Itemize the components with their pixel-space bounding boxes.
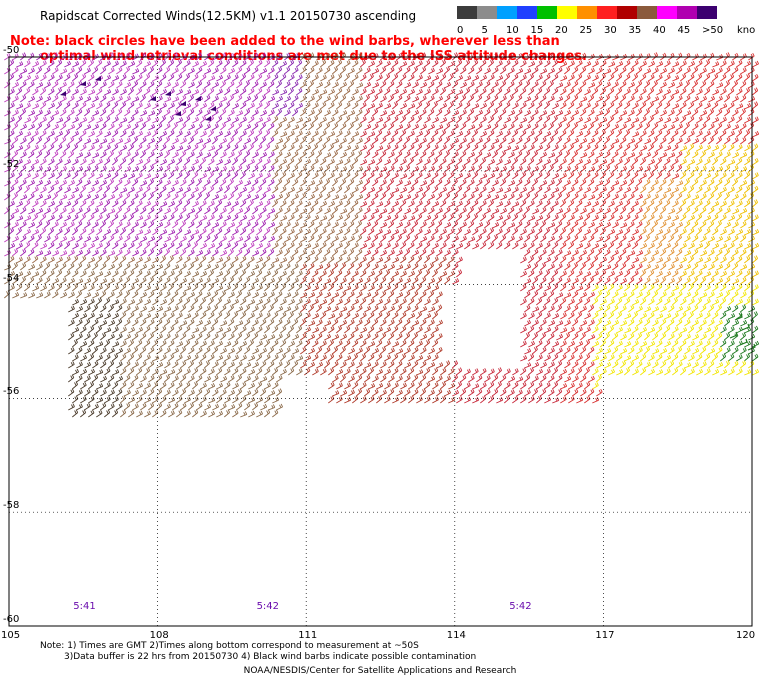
legend-color-swatch xyxy=(637,6,657,19)
legend-unit-label: knots xyxy=(737,25,755,36)
latitude-label: -50 xyxy=(3,45,20,56)
longitude-label: 120 xyxy=(736,630,756,641)
legend-color-swatch xyxy=(497,6,517,19)
longitude-label: 105 xyxy=(1,630,21,641)
orbit-time-label: 5:41 xyxy=(73,601,96,612)
map-frame xyxy=(8,56,753,627)
footer-credit: NOAA/NESDIS/Center for Satellite Applica… xyxy=(243,666,517,676)
legend-color-swatch xyxy=(517,6,537,19)
latitude-label: -56 xyxy=(3,386,20,398)
legend-color-swatch xyxy=(557,6,577,19)
wind-pennant xyxy=(180,101,186,106)
legend-tick-label: 30 xyxy=(604,25,617,36)
legend-color-swatch xyxy=(657,6,677,19)
longitude-label: 114 xyxy=(446,630,466,641)
legend-color-swatch xyxy=(577,6,597,19)
orbit-time-label: 5:42 xyxy=(509,601,532,612)
legend-color-swatch xyxy=(697,6,717,19)
footer-note-2: 3)Data buffer is 22 hrs from 20150730 4)… xyxy=(64,652,477,662)
wind-pennant xyxy=(175,111,181,116)
wind-pennant xyxy=(165,91,171,96)
wind-pennant xyxy=(95,76,101,81)
wind-barb-field xyxy=(4,52,760,418)
legend-tick-label: 45 xyxy=(678,25,691,36)
legend-color-swatch xyxy=(597,6,617,19)
wind-pennant xyxy=(150,96,156,101)
note-line-1: Note: black circles have been added to t… xyxy=(10,34,560,49)
legend-tick-label: 5 xyxy=(482,25,488,36)
longitude-label: 108 xyxy=(149,630,169,641)
legend-color-swatch xyxy=(677,6,697,19)
wind-pennant xyxy=(195,96,201,101)
latitude-label: -54 xyxy=(3,272,20,284)
lat-lon-grid xyxy=(9,57,752,626)
legend-tick-label: 35 xyxy=(629,25,642,36)
longitude-label: 111 xyxy=(298,630,318,641)
legend-color-swatch xyxy=(537,6,557,19)
wind-pennant xyxy=(60,91,66,96)
chart-title: Rapidscat Corrected Winds(12.5KM) v1.1 2… xyxy=(40,9,417,23)
legend-tick-label: 10 xyxy=(506,25,519,36)
legend-tick-label: >50 xyxy=(702,25,723,36)
footer-note-1: Note: 1) Times are GMT 2)Times along bot… xyxy=(40,641,419,651)
legend-tick-label: 20 xyxy=(555,25,568,36)
wind-pennant xyxy=(210,106,216,111)
legend-tick-label: 40 xyxy=(653,25,666,36)
legend-tick-label: 0 xyxy=(457,25,463,36)
legend-color-swatch xyxy=(477,6,497,19)
latitude-label: -52 xyxy=(3,158,20,170)
latitude-label: -58 xyxy=(3,500,20,512)
latitude-label: -60 xyxy=(3,614,20,625)
legend-tick-label: 25 xyxy=(580,25,593,36)
longitude-label: 117 xyxy=(595,630,615,641)
wind-pennant xyxy=(205,116,211,121)
wind-pennant xyxy=(80,81,86,86)
legend-color-swatch xyxy=(457,6,477,19)
wind-speed-legend: 0 5 10 15 20 25 30 35 40 45 >50 knots xyxy=(457,6,755,36)
legend-color-swatch xyxy=(617,6,637,19)
legend-tick-label: 15 xyxy=(531,25,544,36)
orbit-time-label: 5:42 xyxy=(256,601,280,612)
